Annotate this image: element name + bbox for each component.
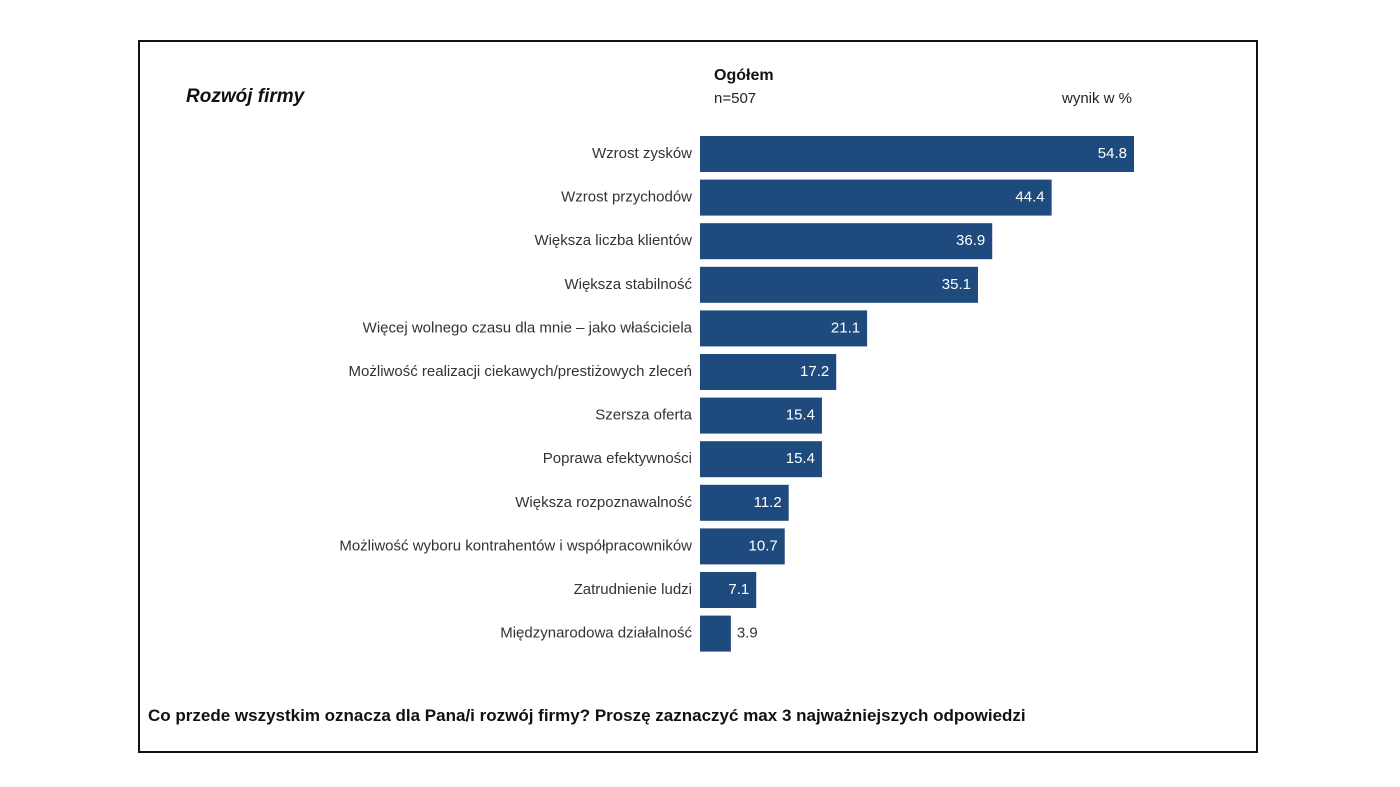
value-label: 17.2 [800, 363, 829, 380]
category-label: Szersza oferta [595, 407, 692, 424]
value-label: 15.4 [786, 407, 815, 424]
value-label: 21.1 [831, 319, 860, 336]
category-label: Większa rozpoznawalność [515, 494, 692, 511]
bar [700, 223, 993, 260]
value-label: 7.1 [728, 581, 749, 598]
bar [700, 441, 822, 478]
sample-size: n=507 [714, 90, 757, 107]
category-label: Międzynarodowa działalność [500, 625, 692, 642]
value-label: 3.9 [737, 625, 758, 642]
category-label: Poprawa efektywności [543, 450, 692, 467]
category-label: Wzrost zysków [592, 145, 692, 162]
bar [700, 572, 757, 608]
value-label: 11.2 [754, 494, 782, 511]
question-text: Co przede wszystkim oznacza dla Pana/i r… [148, 706, 1026, 725]
value-label: 10.7 [749, 537, 778, 554]
bar [700, 484, 789, 521]
bar [700, 397, 822, 434]
category-label: Większa stabilność [564, 276, 692, 293]
bar [700, 266, 978, 303]
bar [700, 615, 731, 652]
bar [700, 179, 1052, 216]
value-label: 35.1 [942, 276, 971, 293]
category-label: Możliwość wyboru kontrahentów i współpra… [339, 537, 692, 554]
value-label: 54.8 [1098, 145, 1127, 162]
bar [700, 136, 1134, 172]
category-label: Więcej wolnego czasu dla mnie – jako wła… [363, 319, 693, 336]
category-label: Zatrudnienie ludzi [574, 581, 692, 598]
category-label: Możliwość realizacji ciekawych/prestiżow… [349, 363, 692, 380]
bar [700, 528, 785, 565]
category-label: Większa liczba klientów [534, 232, 692, 249]
section-title: Rozwój firmy [186, 86, 305, 107]
value-label: 15.4 [786, 450, 815, 467]
group-title: Ogółem [714, 67, 774, 84]
bar [700, 310, 868, 347]
category-label: Wzrost przychodów [561, 189, 692, 206]
bar [700, 354, 837, 390]
value-label: 44.4 [1015, 189, 1044, 206]
unit-label: wynik w % [1061, 90, 1132, 107]
value-label: 36.9 [956, 232, 985, 249]
